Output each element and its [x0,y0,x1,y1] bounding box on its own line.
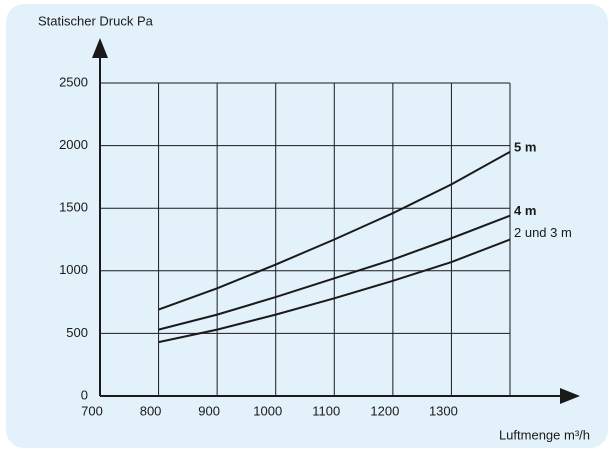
series-label: 5 m [514,139,536,154]
series-line [158,150,511,311]
y-tick-label: 1000 [59,262,88,277]
x-tick-label: 1200 [370,403,399,418]
y-axis-arrow [92,38,108,58]
y-tick-label: 500 [66,325,88,340]
x-tick-label: 800 [140,403,162,418]
panel [6,4,608,448]
x-axis-arrow [560,388,580,404]
series-label: 4 m [514,203,536,218]
x-tick-label: 1300 [429,403,458,418]
y-tick-label: 0 [81,387,88,402]
y-axis-label: Statischer Druck Pa [38,13,154,28]
x-tick-label: 700 [81,403,103,418]
series-label: 2 und 3 m [514,225,572,240]
series-line [158,214,511,331]
y-tick-label: 2000 [59,137,88,152]
x-tick-label: 1100 [312,403,340,418]
series-line [158,238,511,344]
x-tick-label: 900 [198,403,220,418]
y-tick-label: 1500 [59,200,88,215]
x-axis-label: Luftmenge m³/h [499,427,590,442]
y-tick-label: 2500 [59,74,88,89]
x-tick-label: 1000 [253,403,282,418]
